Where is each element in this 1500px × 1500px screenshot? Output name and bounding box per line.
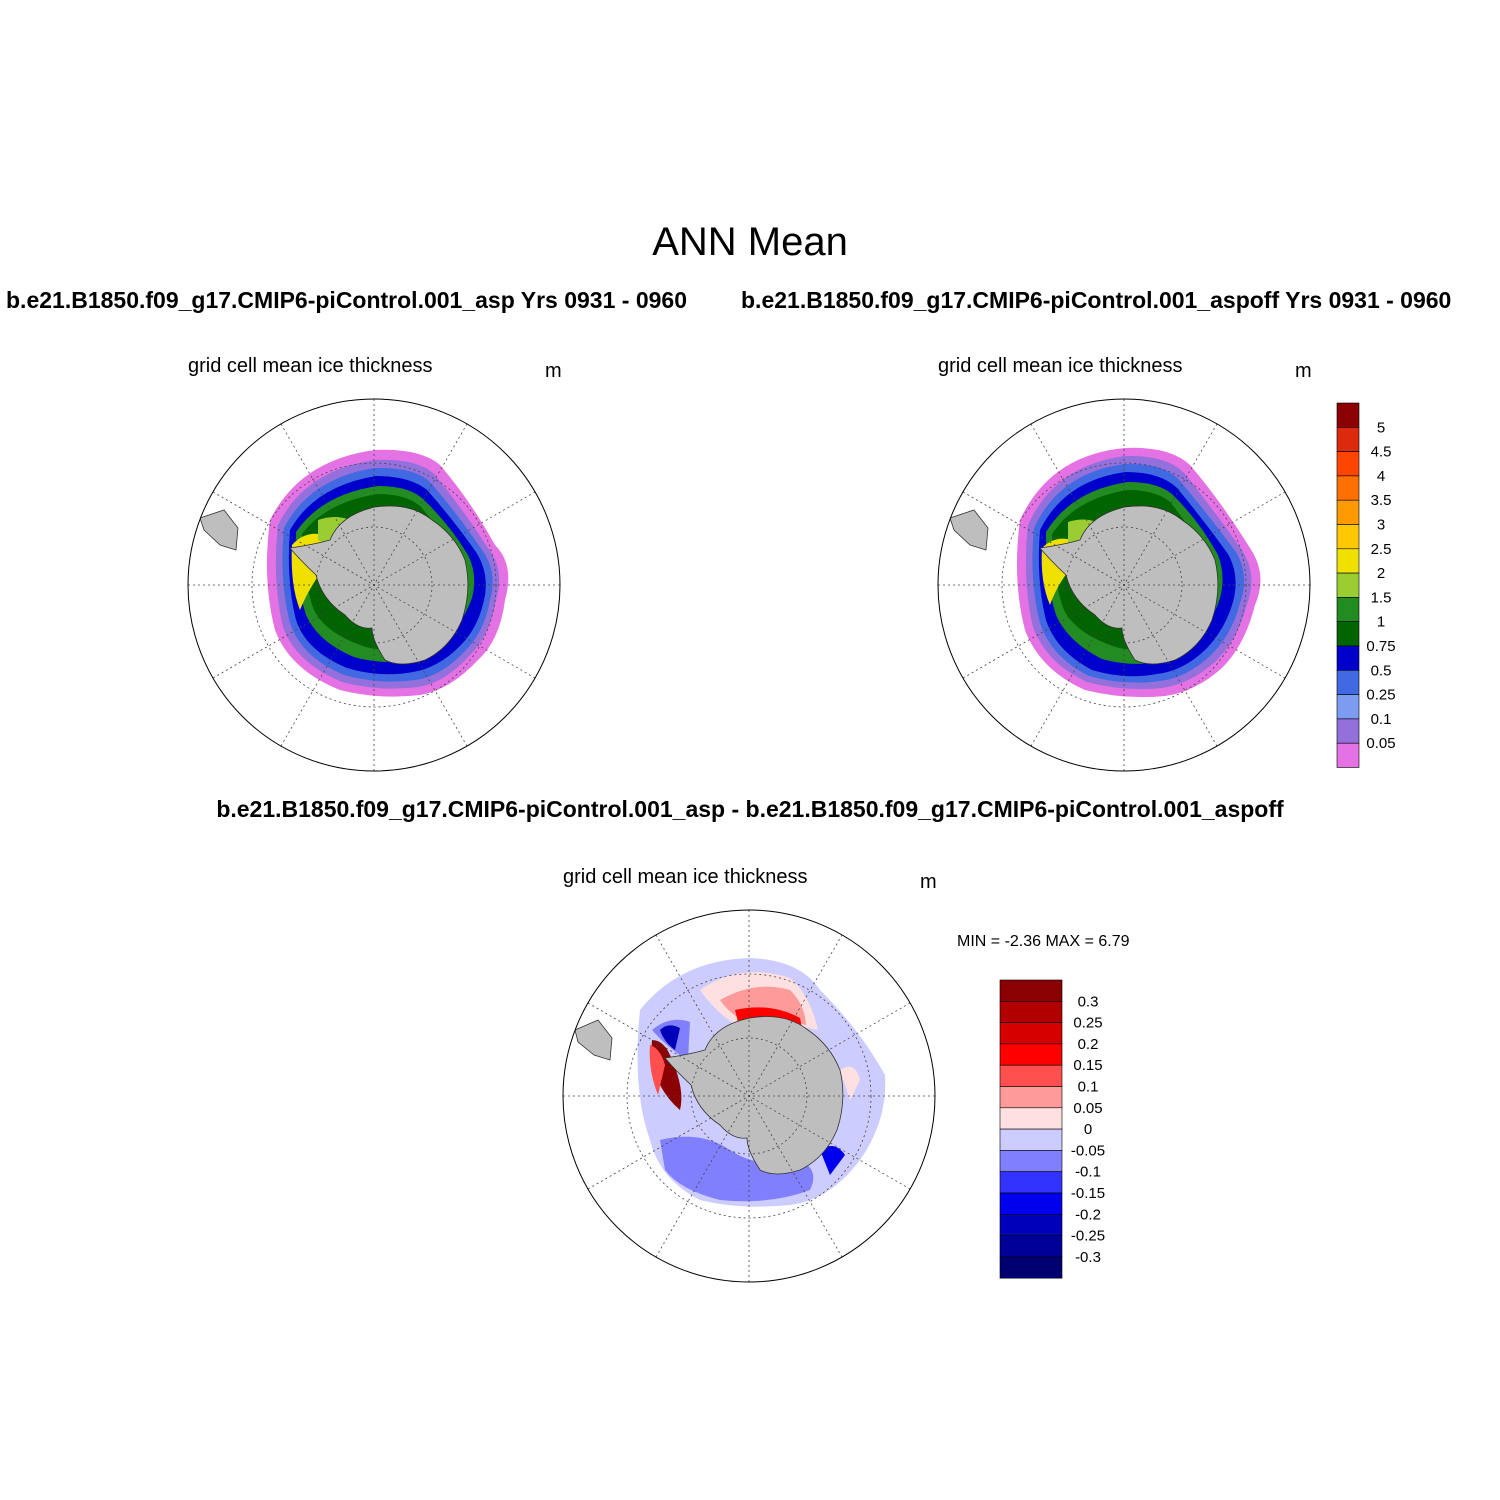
colorbar-thickness-label: 4.5 bbox=[1371, 444, 1392, 461]
colorbar-diff-swatch bbox=[999, 1214, 1063, 1236]
colorbar-diff-swatch bbox=[999, 1107, 1063, 1130]
panel3-variable: grid cell mean ice thickness bbox=[563, 866, 808, 888]
south-america-landmass bbox=[949, 509, 989, 551]
panel1-variable: grid cell mean ice thickness bbox=[188, 355, 433, 377]
map-panel-difference bbox=[562, 909, 936, 1283]
colorbar-diff-label: 0.15 bbox=[1073, 1057, 1102, 1074]
colorbar-diff-swatch bbox=[999, 1192, 1063, 1215]
panel2-variable: grid cell mean ice thickness bbox=[938, 355, 1183, 377]
colorbar-diff-swatch bbox=[999, 1235, 1063, 1258]
colorbar-diff-label: -0.15 bbox=[1071, 1185, 1105, 1202]
colorbar-thickness-swatch bbox=[1336, 426, 1360, 452]
colorbar-thickness-label: 3.5 bbox=[1371, 492, 1392, 509]
colorbar-diff-label: 0.25 bbox=[1073, 1015, 1102, 1032]
case1-title: b.e21.B1850.f09_g17.CMIP6-piControl.001_… bbox=[6, 287, 687, 313]
colorbar-diff-label: 0.2 bbox=[1078, 1036, 1099, 1053]
colorbar-thickness-label: 0.75 bbox=[1366, 638, 1395, 655]
colorbar-diff-swatch bbox=[999, 1000, 1063, 1023]
colorbar-thickness-label: 0.5 bbox=[1371, 662, 1392, 679]
graticule bbox=[563, 910, 935, 1282]
map-panel-asp bbox=[187, 398, 561, 772]
panel3-units: m bbox=[920, 871, 937, 893]
colorbar-difference: 0.3 0.25 0.2 0.15 0.1 0.05 0 -0.05 -0.1 -0.15 -0.2… bbox=[999, 979, 1105, 1279]
colorbar-thickness-label: 2 bbox=[1377, 565, 1385, 582]
graticule bbox=[188, 399, 560, 771]
colorbar-thickness-label: 4 bbox=[1377, 468, 1385, 485]
colorbar-thickness-swatch bbox=[1336, 524, 1360, 550]
colorbar-diff-swatch bbox=[999, 1064, 1063, 1087]
case2-title: b.e21.B1850.f09_g17.CMIP6-piControl.001_… bbox=[741, 287, 1452, 313]
panel1-units: m bbox=[545, 360, 562, 382]
colorbar-thickness-swatch bbox=[1336, 402, 1360, 428]
colorbar-diff-swatch bbox=[999, 1043, 1063, 1066]
south-america-landmass bbox=[574, 1019, 613, 1061]
colorbar-diff-label: 0 bbox=[1084, 1121, 1092, 1138]
map-boundary bbox=[937, 398, 1311, 772]
colorbar-thickness-label: 1 bbox=[1377, 614, 1385, 631]
colorbar-diff-label: -0.25 bbox=[1071, 1228, 1105, 1245]
colorbar-diff-label: 0.3 bbox=[1078, 993, 1099, 1010]
map-boundary bbox=[562, 909, 936, 1283]
panel2-units: m bbox=[1295, 360, 1312, 382]
colorbar-thickness-swatch bbox=[1336, 572, 1360, 598]
colorbar-thickness-label: 5 bbox=[1377, 419, 1385, 436]
colorbar-thickness-swatch bbox=[1336, 597, 1360, 623]
colorbar-thickness-label: 2.5 bbox=[1371, 541, 1392, 558]
colorbar-diff-label: -0.05 bbox=[1071, 1142, 1105, 1159]
colorbar-thickness-label: 0.25 bbox=[1366, 687, 1395, 704]
colorbar-thickness-label: 1.5 bbox=[1371, 589, 1392, 606]
colorbar-diff-swatch bbox=[999, 1150, 1063, 1173]
antarctica-landmass bbox=[664, 1016, 844, 1175]
colorbar-diff-label: -0.2 bbox=[1075, 1206, 1101, 1223]
colorbar-diff-label: -0.3 bbox=[1075, 1249, 1101, 1266]
colorbar-thickness-label: 0.1 bbox=[1371, 711, 1392, 728]
colorbar-thickness-swatch bbox=[1336, 451, 1360, 477]
colorbar-thickness-swatch bbox=[1336, 621, 1360, 647]
colorbar-thickness-swatch bbox=[1336, 499, 1360, 525]
colorbar-thickness-swatch bbox=[1336, 645, 1360, 671]
colorbar-thickness-label: 3 bbox=[1377, 517, 1385, 534]
colorbar-thickness-swatch bbox=[1336, 669, 1360, 695]
colorbar-diff-label: -0.1 bbox=[1075, 1164, 1101, 1181]
south-america-landmass bbox=[199, 509, 239, 551]
diff-min-max: MIN = -2.36 MAX = 6.79 bbox=[957, 933, 1130, 950]
colorbar-thickness-swatch bbox=[1336, 548, 1360, 574]
colorbar-ice-thickness: 5 4.5 4 3.5 3 2.5 2 1.5 1 0.75 0.5 0.25 0.1 0.05 bbox=[1336, 402, 1396, 768]
difference-title: b.e21.B1850.f09_g17.CMIP6-piControl.001_… bbox=[216, 796, 1284, 822]
map-panel-aspoff bbox=[937, 398, 1311, 772]
colorbar-diff-label: 0.05 bbox=[1073, 1100, 1102, 1117]
colorbar-diff-label: 0.1 bbox=[1078, 1079, 1099, 1096]
colorbar-diff-swatch bbox=[999, 1128, 1063, 1151]
colorbar-diff-swatch bbox=[999, 1086, 1063, 1109]
colorbar-thickness-swatch bbox=[1336, 694, 1360, 720]
colorbar-diff-swatch bbox=[999, 1256, 1063, 1279]
colorbar-thickness-swatch bbox=[1336, 742, 1360, 768]
figure-title: ANN Mean bbox=[652, 220, 848, 264]
colorbar-diff-swatch bbox=[999, 979, 1063, 1002]
map-boundary bbox=[187, 398, 561, 772]
colorbar-diff-swatch bbox=[999, 1171, 1063, 1194]
colorbar-thickness-swatch bbox=[1336, 475, 1360, 501]
graticule bbox=[938, 399, 1310, 771]
colorbar-thickness-label: 0.05 bbox=[1366, 735, 1395, 752]
colorbar-diff-swatch bbox=[999, 1022, 1063, 1045]
colorbar-thickness-swatch bbox=[1336, 718, 1360, 744]
